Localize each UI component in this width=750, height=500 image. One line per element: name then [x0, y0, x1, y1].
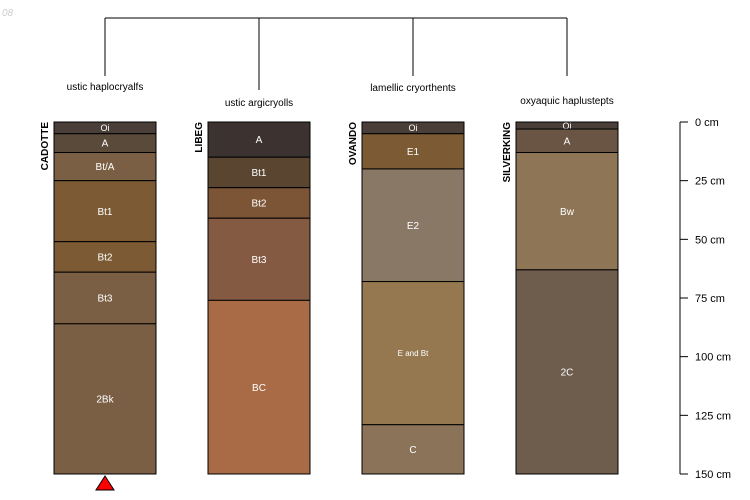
horizon-bt3	[53, 271, 157, 325]
red-triangle-marker	[95, 475, 115, 491]
classification-label: ustic argicryolls	[225, 98, 293, 109]
soil-profiles: Oi A Bt/A Bt1 Bt2 Bt3 2Bk CADOTTE A Bt1 Bt2 Bt3 BC LI…	[40, 121, 619, 475]
depth-tick-label: 50 cm	[695, 234, 725, 246]
horizon-c	[361, 424, 465, 475]
horizon-label: A	[256, 135, 263, 146]
depth-tick-label: 100 cm	[695, 352, 731, 364]
horizon-label: Bt2	[251, 199, 266, 210]
horizon-label: Bt2	[97, 253, 112, 264]
depth-tick-label: 75 cm	[695, 293, 725, 305]
horizon-label: Bt3	[97, 294, 112, 305]
horizon-label: C	[409, 445, 416, 456]
horizon-label: E2	[407, 221, 420, 232]
depth-tick-label: 25 cm	[695, 176, 725, 188]
horizon-label: BC	[252, 383, 266, 394]
profile-cadotte: Oi A Bt/A Bt1 Bt2 Bt3 2Bk CADOTTE	[40, 121, 157, 475]
horizon-bw	[515, 152, 619, 271]
horizon-label: 2Bk	[96, 395, 114, 406]
horizon-label: 2C	[561, 368, 574, 379]
depth-tick-label: 150 cm	[695, 469, 731, 481]
classification-label: ustic haplocryalfs	[67, 82, 144, 93]
horizon-e-and-bt	[361, 281, 465, 426]
horizon-e1	[361, 133, 465, 170]
depth-tick-label: 125 cm	[695, 410, 731, 422]
horizon-label: E and Bt	[398, 349, 429, 358]
horizon-label: Oi	[409, 123, 418, 133]
profile-name: SILVERKING	[502, 122, 513, 183]
horizon-label: A	[102, 139, 109, 150]
horizon-label: Bt3	[251, 255, 266, 266]
profile-name: CADOTTE	[40, 122, 51, 171]
horizon-e2	[361, 168, 465, 283]
horizon-label: E1	[407, 147, 420, 158]
horizon-a	[207, 121, 311, 158]
depth-tick-label: 0 cm	[695, 117, 719, 129]
depth-axis: 0 cm 25 cm 50 cm 75 cm 100 cm 125 cm 150 cm	[679, 117, 731, 481]
horizon-label: A	[564, 136, 571, 147]
horizon-label: Bt1	[251, 168, 266, 179]
profile-silverking: Oi A Bw 2C SILVERKING	[502, 121, 619, 475]
classification-label: oxyaquic haplustepts	[520, 96, 613, 107]
horizon-label: Bt1	[97, 207, 112, 218]
dendrogram	[104, 17, 568, 90]
horizon-bt2	[207, 187, 311, 219]
horizon-label: Bw	[560, 207, 575, 218]
horizon-2bk	[53, 323, 157, 475]
horizon-label: Bt/A	[96, 162, 115, 173]
classification-label: lamellic cryorthents	[370, 83, 456, 94]
corner-label: 08	[2, 8, 14, 19]
horizon-bt1	[207, 156, 311, 189]
profile-libeg: A Bt1 Bt2 Bt3 BC LIBEG	[194, 121, 311, 475]
horizon-label: Oi	[101, 123, 110, 133]
profile-name: LIBEG	[194, 122, 205, 153]
profile-name: OVANDO	[348, 122, 359, 165]
markers	[95, 475, 115, 491]
horizon-bt3	[207, 217, 311, 301]
profile-ovando: Oi E1 E2 E and Bt C OVANDO	[348, 121, 465, 475]
horizon-2c	[515, 269, 619, 475]
classification-labels: ustic haplocryalfs ustic argicryolls lamel…	[67, 82, 614, 109]
horizon-bt2	[53, 241, 157, 273]
horizon-label: Oi	[563, 121, 572, 131]
horizon-bc	[207, 299, 311, 475]
horizon-bt1	[53, 180, 157, 243]
